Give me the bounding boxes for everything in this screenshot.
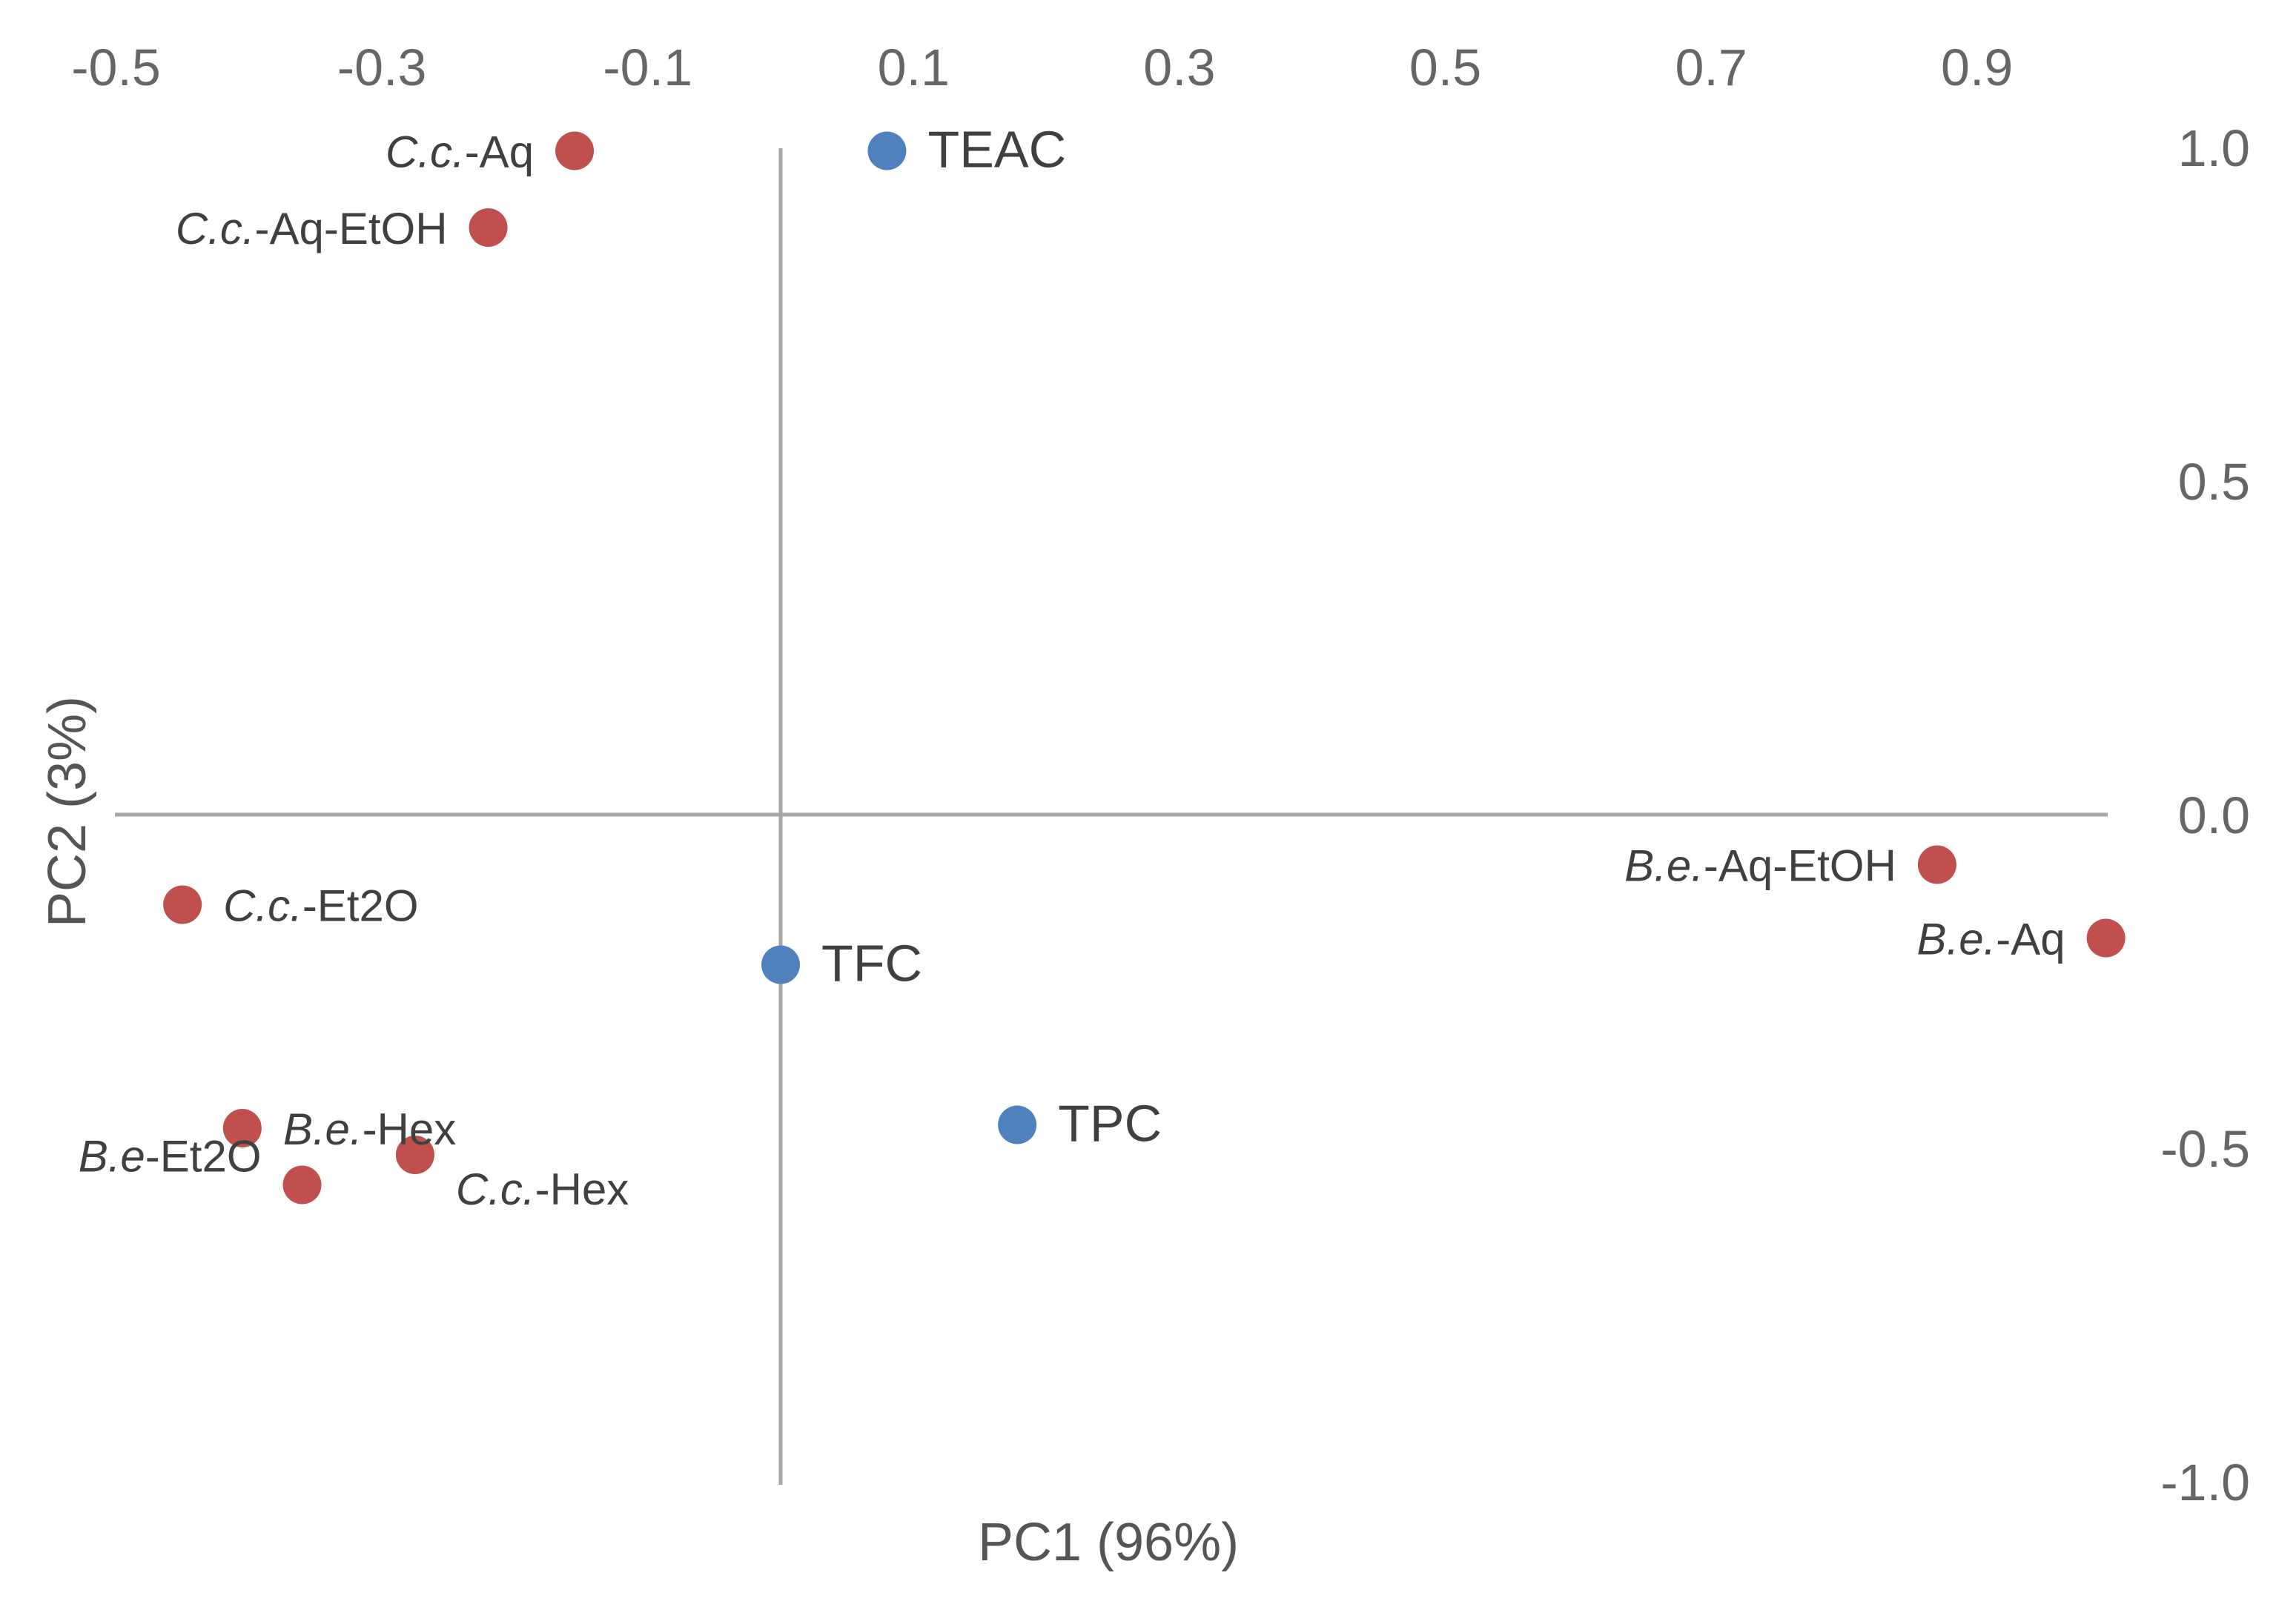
x-tick-label: 0.7 [1675,39,1747,96]
x-tick-label: -0.1 [603,39,692,96]
y-tick-label: 0.0 [2178,786,2250,844]
point-label-c-c-aq: C.c.-Aq [386,127,534,177]
x-tick-label: -0.5 [71,39,161,96]
axes [115,148,2108,1485]
y-tick-label: 0.5 [2178,453,2250,511]
point-c-c-aq-etoh [469,208,508,247]
point-label-b-e-et2o: B.e-Et2O [79,1132,262,1182]
y-axis-title: PC2 (3%) [38,696,97,927]
point-label-b-e-aq: B.e.-Aq [1917,915,2065,964]
point-b-e-hex [222,1109,262,1147]
tick-labels: -0.5 -0.3 -0.1 0.1 0.3 0.5 0.7 0.9 1.0 0.5 0.0 -0.5… [71,39,2250,1511]
x-tick-label: 0.1 [878,39,950,96]
point-b-e-aq [2086,918,2125,958]
point-c-c-et2o [163,885,202,924]
point-b-e-et2o [282,1165,322,1205]
x-tick-label: 0.3 [1143,39,1215,96]
x-tick-label: 0.5 [1409,39,1481,96]
point-tfc [761,945,800,984]
point-c-c-hex [395,1136,434,1174]
x-tick-label: -0.3 [337,39,427,96]
point-label-tpc: TPC [1058,1095,1162,1153]
y-tick-label: -0.5 [2160,1120,2250,1178]
data-points [163,131,2125,1205]
point-teac [867,131,907,170]
y-tick-label: -1.0 [2160,1454,2250,1511]
point-label-c-c-hex: C.c.-Hex [456,1164,629,1214]
point-labels: C.c.-Aq C.c.-Aq-EtOH C.c.-Et2O B.e.-Hex B.e-… [79,121,2065,1215]
point-label-b-e-hex: B.e.-Hex [283,1104,456,1154]
point-label-c-c-aq-etoh: C.c.-Aq-EtOH [176,204,448,254]
point-label-b-e-aq-etoh: B.e.-Aq-EtOH [1624,841,1896,891]
x-tick-label: 0.9 [1941,39,2013,96]
point-label-teac: TEAC [927,121,1066,179]
y-tick-label: 1.0 [2178,119,2250,177]
x-axis-title: PC1 (96%) [978,1513,1239,1572]
point-label-c-c-et2o: C.c.-Et2O [223,881,418,931]
point-tpc [998,1105,1037,1144]
point-c-c-aq [555,131,595,170]
point-label-tfc: TFC [821,935,922,993]
point-b-e-aq-etoh [1917,845,1956,884]
